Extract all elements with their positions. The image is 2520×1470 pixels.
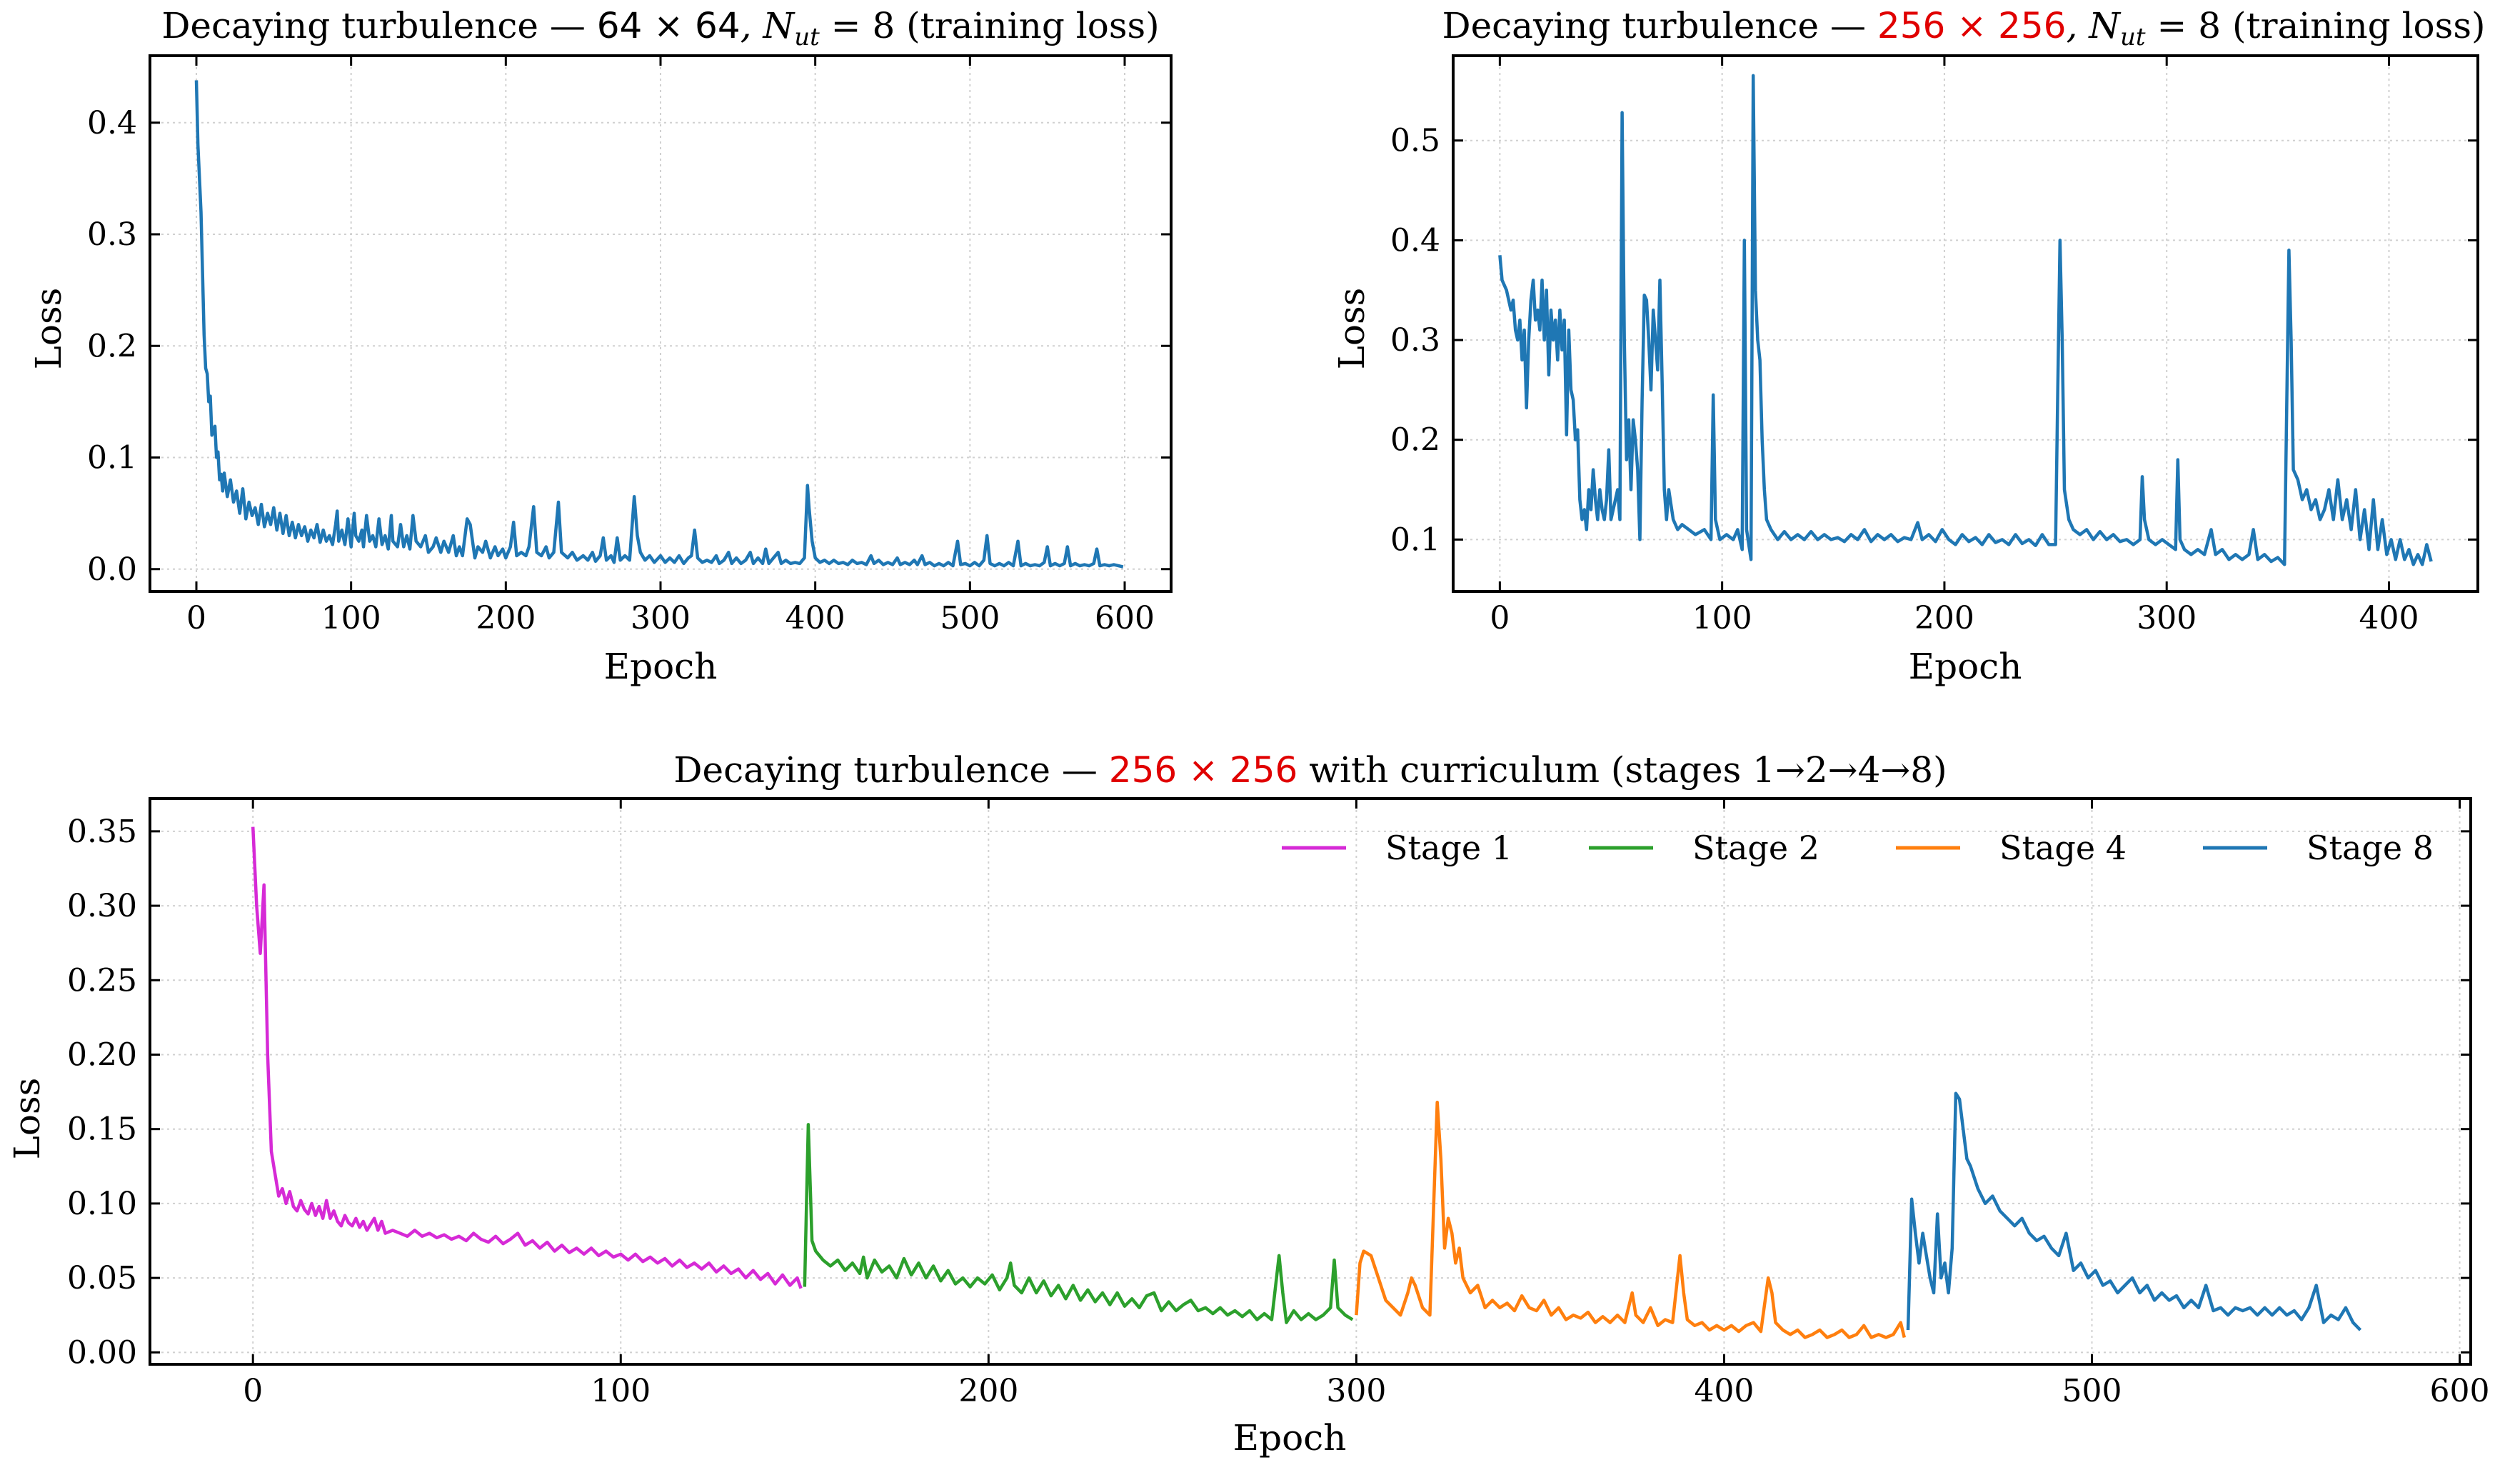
legend: Stage 1 Stage 2 Stage 4 Stage 8 — [1282, 829, 2434, 867]
x-tick-label: 300 — [1326, 1373, 1386, 1409]
x-tick-label: 100 — [321, 600, 381, 636]
grid-lines — [150, 56, 1171, 591]
x-tick-label: 600 — [1095, 600, 1155, 636]
y-tick-label: 0.20 — [67, 1036, 137, 1073]
x-tick-label: 500 — [2062, 1373, 2122, 1409]
series-lines — [1498, 74, 2433, 566]
x-tick-label: 200 — [476, 600, 536, 636]
chart-top-left: Decaying turbulence — 64 × 64, Nut = 8 (… — [28, 5, 1173, 687]
x-tick-label: 100 — [591, 1373, 651, 1409]
x-tick-label: 300 — [2137, 600, 2197, 636]
y-tick-label: 0.10 — [67, 1186, 137, 1222]
plot-frame — [149, 797, 2472, 1366]
chart-title: Decaying turbulence — 64 × 64, Nut = 8 (… — [161, 5, 1159, 51]
chart-top-right: Decaying turbulence — 256 × 256, Nut = 8… — [1331, 5, 2485, 687]
y-tick-label: 0.05 — [67, 1260, 137, 1296]
x-tick-label: 400 — [2359, 600, 2419, 636]
axis-ticks: 0 100 200 300 400 0.1 0.2 0.3 0.4 0.5 — [1390, 56, 2478, 636]
y-axis-label: Loss — [6, 1078, 48, 1160]
legend-label: Stage 2 — [1692, 829, 1819, 867]
y-tick-label: 0.5 — [1390, 123, 1440, 159]
series-line-stage-2 — [803, 1123, 1354, 1324]
x-tick-label: 400 — [1694, 1373, 1754, 1409]
x-tick-label: 0 — [243, 1373, 263, 1409]
x-tick-label: 300 — [631, 600, 691, 636]
y-axis-label: Loss — [1331, 288, 1372, 370]
y-tick-label: 0.1 — [1390, 521, 1440, 558]
y-tick-label: 0.0 — [87, 551, 137, 588]
legend-label: Stage 1 — [1385, 829, 1512, 867]
y-tick-label: 0.2 — [87, 328, 137, 364]
x-axis-label: Epoch — [1909, 646, 2022, 687]
legend-label: Stage 8 — [2306, 829, 2434, 867]
y-axis-label: Loss — [28, 288, 69, 370]
y-tick-label: 0.3 — [1390, 322, 1440, 359]
chart-title: Decaying turbulence — 256 × 256 with cur… — [673, 749, 1947, 791]
series-lines — [251, 826, 2362, 1339]
grid-lines — [150, 799, 2471, 1364]
chart-title: Decaying turbulence — 256 × 256, Nut = 8… — [1442, 5, 2486, 51]
x-tick-label: 200 — [1914, 600, 1974, 636]
x-tick-label: 0 — [1490, 600, 1510, 636]
x-tick-label: 0 — [186, 600, 206, 636]
axis-ticks: 0 100 200 300 400 500 600 0.0 0.1 0.2 0.3 0.4 — [87, 56, 1171, 636]
x-tick-label: 500 — [940, 600, 1000, 636]
x-tick-label: 200 — [958, 1373, 1018, 1409]
x-tick-label: 100 — [1692, 600, 1752, 636]
plot-frame — [149, 54, 1173, 593]
series-line-stage-4 — [1355, 1100, 1906, 1339]
x-axis-label: Epoch — [1233, 1417, 1347, 1459]
legend-label: Stage 4 — [1999, 829, 2127, 867]
y-tick-label: 0.3 — [87, 216, 137, 253]
plot-frame — [1452, 54, 2479, 593]
y-tick-label: 0.4 — [1390, 222, 1440, 259]
axis-ticks: 0 100 200 300 400 500 600 0.00 0.05 0.10 0.15 0.20 0… — [67, 799, 2490, 1409]
y-tick-label: 0.15 — [67, 1111, 137, 1148]
x-tick-label: 400 — [785, 600, 845, 636]
y-tick-label: 0.4 — [87, 105, 137, 141]
series-lines — [194, 80, 1124, 569]
y-tick-label: 0.35 — [67, 814, 137, 850]
series-line-stage-8 — [1906, 1091, 2362, 1331]
y-tick-label: 0.00 — [67, 1334, 137, 1371]
x-tick-label: 600 — [2430, 1373, 2490, 1409]
x-axis-label: Epoch — [604, 646, 718, 687]
series-line — [1498, 74, 2433, 566]
grid-lines — [1453, 56, 2478, 591]
y-tick-label: 0.1 — [87, 440, 137, 476]
y-tick-label: 0.30 — [67, 888, 137, 924]
y-tick-label: 0.25 — [67, 962, 137, 999]
chart-bottom: Decaying turbulence — 256 × 256 with cur… — [6, 749, 2490, 1459]
y-tick-label: 0.2 — [1390, 422, 1440, 459]
series-line — [194, 80, 1124, 569]
series-line-stage-1 — [251, 826, 803, 1289]
